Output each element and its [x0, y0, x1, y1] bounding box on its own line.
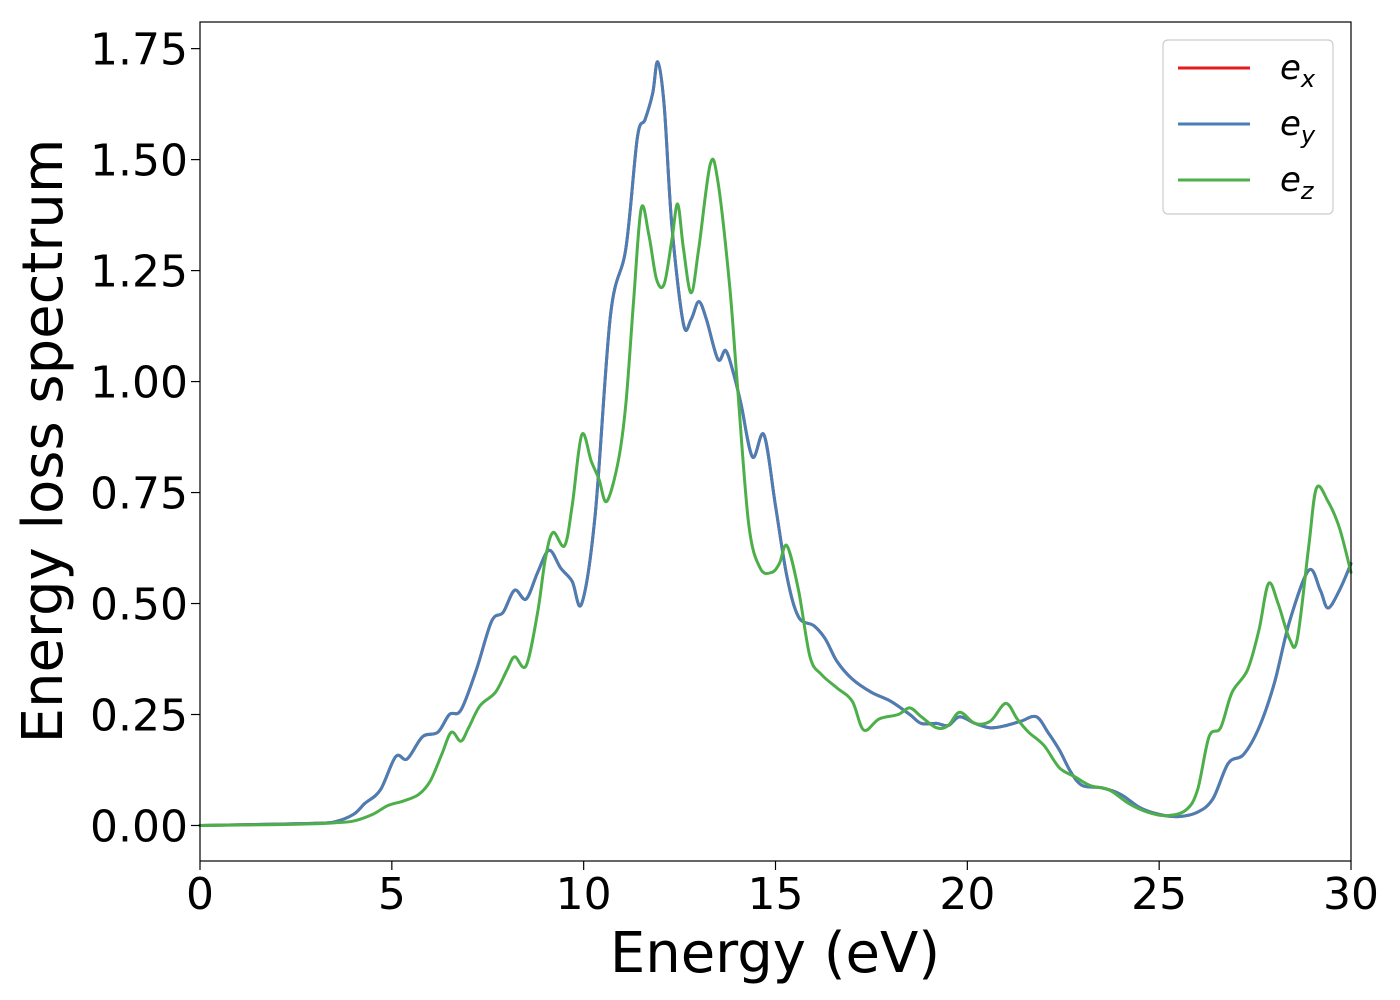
y-tick-label: 0.50 [90, 580, 188, 631]
x-tick-label: 10 [556, 869, 612, 920]
x-tick-label: 0 [186, 869, 214, 920]
series-layer [198, 60, 1353, 827]
y-tick-label: 1.00 [90, 358, 188, 409]
y-tick-label: 1.75 [90, 25, 188, 76]
series-line-ez [198, 157, 1353, 827]
x-axis-title: Energy (eV) [610, 921, 940, 986]
x-tick-label: 20 [939, 869, 995, 920]
ticks-layer: 0 5 10 15 20 25 30 0.00 0.25 0.50 0.75 1.00 1.25 1.50… [90, 25, 1379, 920]
y-tick-label: 0.25 [90, 691, 188, 742]
legend-box [1162, 39, 1334, 215]
y-axis-title: Energy loss spectrum [11, 139, 76, 744]
y-tick-label: 1.50 [90, 136, 188, 187]
legend: ex ey ez [1162, 39, 1334, 215]
legend-label-ey: ey [1280, 104, 1316, 149]
y-tick-label: 0.75 [90, 469, 188, 520]
legend-label-ex: ex [1280, 48, 1316, 93]
x-tick-label: 15 [748, 869, 804, 920]
y-tick-label: 1.25 [90, 247, 188, 298]
legend-label-ez: ez [1280, 160, 1315, 205]
x-tick-label: 25 [1131, 869, 1187, 920]
y-tick-label: 0.00 [90, 801, 188, 852]
x-tick-label: 30 [1323, 869, 1379, 920]
x-tick-label: 5 [378, 869, 406, 920]
